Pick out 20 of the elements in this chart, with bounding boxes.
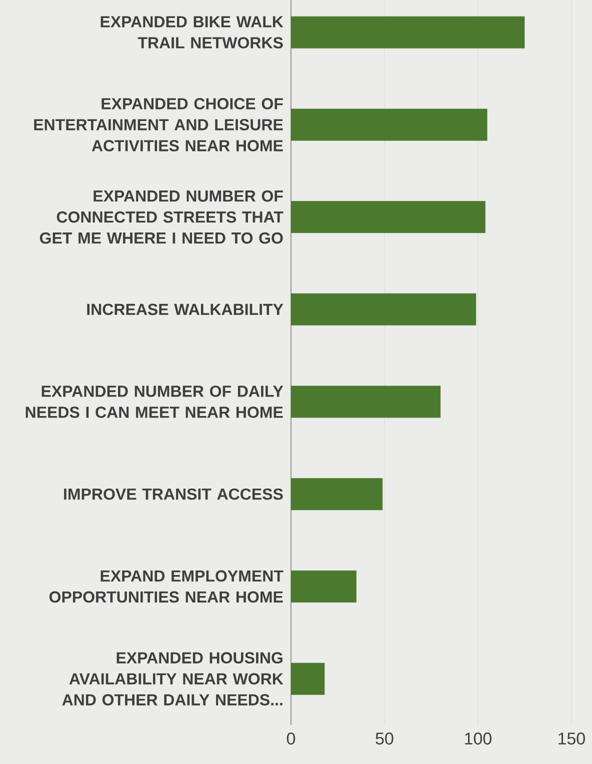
y-tick-label: EXPAND EMPLOYMENT OPPORTUNITIES NEAR HOME (49, 570, 284, 603)
bar (290, 662, 325, 695)
y-tick-label: EXPANDED HOUSING AVAILABILITY NEAR WORK AND OTHER DAILY NEEDS... (62, 652, 284, 706)
x-tick-label: 0 (286, 732, 296, 745)
bar (290, 108, 488, 141)
bar (290, 386, 441, 418)
x-tick-label: 150 (558, 732, 585, 745)
bar (290, 478, 383, 510)
y-tick-label: EXPANDED BIKE WALK TRAIL NETWORKS (100, 16, 284, 48)
bar (290, 16, 525, 48)
x-tick-label: 50 (376, 732, 394, 745)
y-tick-label: EXPANDED CHOICE OF ENTERTAINMENT AND LEISURE ACTIVITIES NEAR HOME (34, 98, 283, 152)
y-tick-label: EXPANDED NUMBER OF CONNECTED STREETS THAT GET ME WHERE I NEED TO GO (40, 190, 284, 244)
bar (290, 293, 476, 326)
y-tick-label: INCREASE WALKABILITY (87, 304, 284, 316)
y-tick-label: EXPANDED NUMBER OF DAILY NEEDS I CAN MEET NEAR HOME (26, 386, 284, 418)
y-tick-label: IMPROVE TRANSIT ACCESS (64, 488, 283, 500)
bar (290, 570, 356, 602)
x-tick-label: 100 (465, 732, 492, 745)
bar (290, 201, 486, 234)
